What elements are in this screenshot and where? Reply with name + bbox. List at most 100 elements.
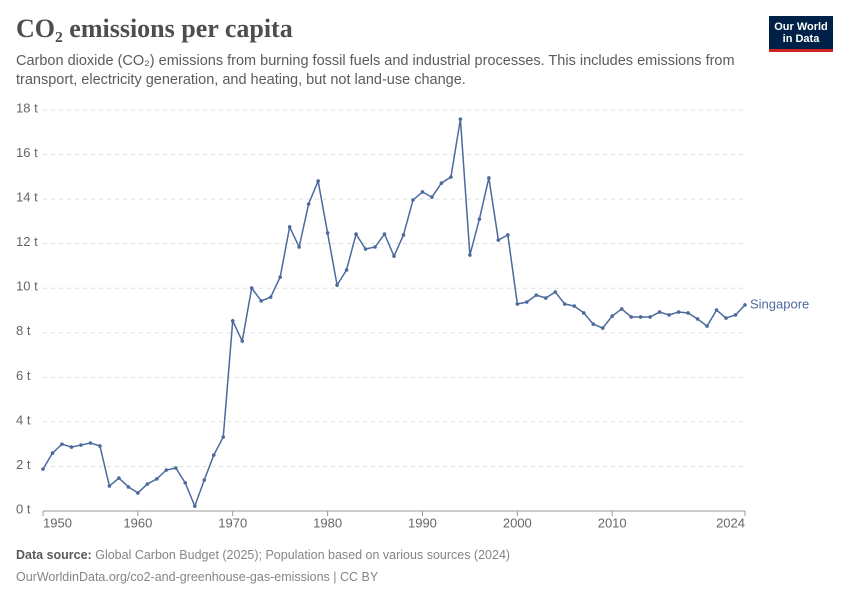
data-point <box>610 314 614 318</box>
data-point <box>553 290 558 294</box>
data-point <box>259 299 263 303</box>
data-point <box>695 317 700 321</box>
data-point <box>363 247 368 251</box>
data-point <box>714 308 719 312</box>
data-point <box>449 175 453 179</box>
data-point <box>543 296 548 300</box>
data-point <box>686 311 690 315</box>
data-point <box>401 233 406 237</box>
y-tick-label: 16 t <box>16 145 38 160</box>
data-point <box>41 467 45 471</box>
data-point <box>202 478 207 482</box>
data-point <box>657 310 662 314</box>
data-point <box>591 322 596 326</box>
data-point <box>325 231 330 235</box>
data-point <box>515 302 520 306</box>
data-point <box>230 319 235 323</box>
data-point <box>136 491 140 495</box>
data-point <box>430 195 434 199</box>
data-point <box>126 485 131 489</box>
data-point <box>240 339 245 343</box>
data-point <box>496 238 501 242</box>
data-point <box>268 295 273 299</box>
data-point <box>477 217 482 221</box>
y-tick-label: 4 t <box>16 412 31 427</box>
x-tick-label: 1960 <box>123 515 152 530</box>
source-label: Data source: <box>16 548 92 562</box>
data-point <box>534 293 539 297</box>
data-point <box>50 451 55 455</box>
x-tick-label: 2010 <box>598 515 627 530</box>
url[interactable]: OurWorldinData.org/co2-and-greenhouse-ga… <box>16 570 379 584</box>
chart: 0 t 2 t 4 t 6 t 8 t 10 t 12 t 14 t 16 t 18 t 1950 1… <box>16 100 809 530</box>
data-point <box>211 453 216 457</box>
data-point <box>354 232 358 236</box>
logo[interactable]: Our World in Data <box>769 16 833 52</box>
data-point <box>88 441 93 445</box>
data-point <box>458 117 463 121</box>
data-point <box>221 435 226 439</box>
x-tick-label: 1990 <box>408 515 437 530</box>
data-point <box>525 300 529 304</box>
data-point <box>117 476 121 480</box>
data-point <box>155 477 159 481</box>
data-point <box>174 466 178 470</box>
y-tick-label: 12 t <box>16 234 38 249</box>
x-tick-label: 1950 <box>43 515 72 530</box>
chart-title: CO₂ emissions per capita <box>16 14 293 43</box>
data-point <box>278 275 282 279</box>
x-tick-label: 1970 <box>218 515 247 530</box>
data-point <box>439 181 444 185</box>
data-point <box>667 313 671 317</box>
data-point <box>733 313 738 317</box>
logo-text: Our World <box>774 21 828 33</box>
data-point <box>420 190 425 194</box>
data-point <box>572 304 577 308</box>
data-point <box>79 443 83 447</box>
data-point <box>629 315 633 319</box>
data-point <box>392 254 396 258</box>
data-point <box>192 504 197 508</box>
data-point <box>249 286 254 290</box>
data-point <box>183 481 188 485</box>
data-point <box>676 310 681 314</box>
x-tick-label: 2000 <box>503 515 532 530</box>
source: Data source: Global Carbon Budget (2025)… <box>16 548 510 562</box>
y-tick-label: 18 t <box>16 100 38 115</box>
data-point <box>705 324 709 328</box>
data-point <box>506 233 510 237</box>
data-point <box>724 316 728 320</box>
logo-text: in Data <box>782 33 820 45</box>
y-tick-label: 6 t <box>16 368 31 383</box>
series-line <box>42 119 746 509</box>
data-point <box>107 484 112 488</box>
data-point <box>164 468 169 472</box>
x-tick-label: 2024 <box>716 515 745 530</box>
data-point <box>69 445 74 449</box>
data-point <box>344 268 349 272</box>
y-tick-label: 14 t <box>16 190 38 205</box>
y-tick-label: 0 t <box>16 501 31 516</box>
x-tick-label: 1980 <box>313 515 342 530</box>
data-point <box>297 245 301 249</box>
data-point <box>562 302 567 306</box>
data-point <box>306 202 311 206</box>
data-point <box>411 198 415 202</box>
data-point <box>648 315 652 319</box>
data-point <box>581 311 586 315</box>
data-point <box>145 482 150 486</box>
data-point <box>98 444 102 448</box>
data-point <box>743 303 747 307</box>
data-point <box>60 442 64 446</box>
y-tick-label: 10 t <box>16 279 38 294</box>
data-point <box>600 326 605 330</box>
series-label: Singapore <box>750 296 809 311</box>
data-point <box>468 253 472 257</box>
data-point <box>487 176 491 180</box>
y-tick-label: 2 t <box>16 457 31 472</box>
data-point <box>287 225 292 229</box>
data-point <box>619 307 624 311</box>
data-point <box>335 283 339 287</box>
data-point <box>373 245 377 249</box>
